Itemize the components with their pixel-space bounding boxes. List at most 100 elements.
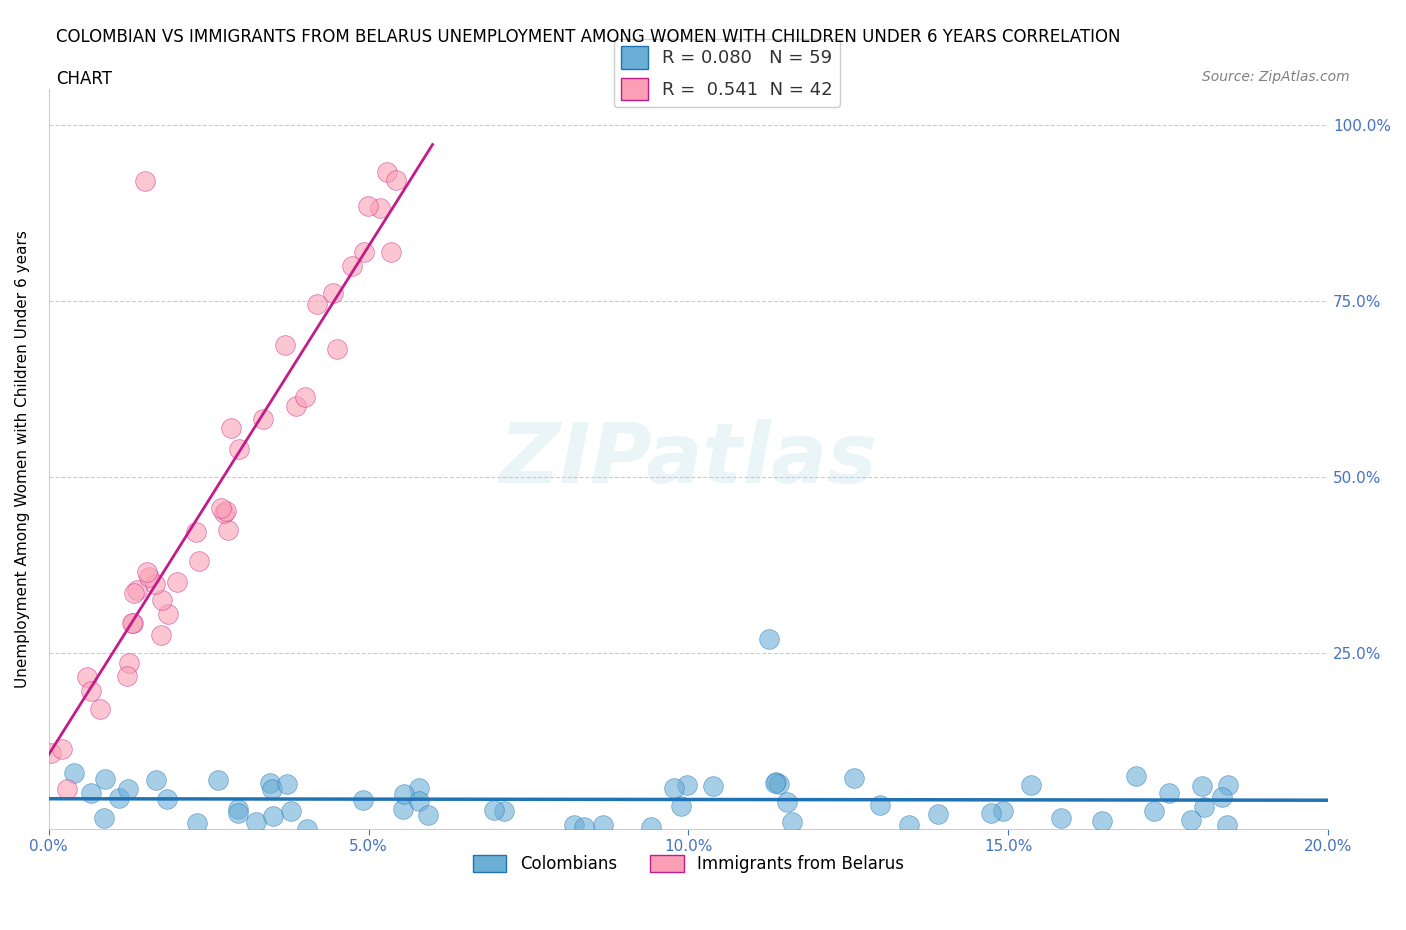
Point <box>408 780 430 795</box>
Point <box>118 655 141 670</box>
Point <box>294 390 316 405</box>
Point <box>1125 769 1147 784</box>
Point <box>380 245 402 259</box>
Point <box>51 741 73 756</box>
Point <box>127 582 149 597</box>
Point <box>325 342 347 357</box>
Point <box>184 525 207 539</box>
Point <box>1019 778 1042 793</box>
Point <box>357 199 380 214</box>
Point <box>115 669 138 684</box>
Point <box>94 771 117 786</box>
Point <box>842 770 865 785</box>
Point <box>122 586 145 601</box>
Point <box>138 569 160 584</box>
Point <box>228 805 250 820</box>
Point <box>79 786 101 801</box>
Point <box>135 565 157 579</box>
Point <box>370 201 392 216</box>
Point <box>186 816 208 830</box>
Point <box>1191 778 1213 793</box>
Point <box>62 765 84 780</box>
Point <box>285 398 308 413</box>
Text: Source: ZipAtlas.com: Source: ZipAtlas.com <box>1202 70 1350 84</box>
Point <box>640 819 662 834</box>
Point <box>384 172 406 187</box>
Point <box>1049 810 1071 825</box>
Point <box>145 772 167 787</box>
Point <box>416 807 439 822</box>
Point <box>662 780 685 795</box>
Point <box>1216 817 1239 832</box>
Text: COLOMBIAN VS IMMIGRANTS FROM BELARUS UNEMPLOYMENT AMONG WOMEN WITH CHILDREN UNDE: COLOMBIAN VS IMMIGRANTS FROM BELARUS UNE… <box>56 28 1121 46</box>
Point <box>134 174 156 189</box>
Point <box>219 421 242 436</box>
Point <box>991 804 1014 818</box>
Point <box>340 259 363 273</box>
Text: CHART: CHART <box>56 70 112 87</box>
Point <box>156 607 179 622</box>
Point <box>1090 814 1112 829</box>
Point <box>782 815 804 830</box>
Point <box>765 775 787 790</box>
Point <box>1211 790 1233 804</box>
Point <box>152 592 174 607</box>
Point <box>122 616 145 631</box>
Point <box>758 631 780 646</box>
Point <box>927 806 949 821</box>
Point <box>217 523 239 538</box>
Point <box>305 297 328 312</box>
Point <box>353 245 375 259</box>
Point <box>108 790 131 805</box>
Point <box>149 627 172 642</box>
Point <box>675 778 697 793</box>
Point <box>1143 804 1166 818</box>
Point <box>259 776 281 790</box>
Legend: Colombians, Immigrants from Belarus: Colombians, Immigrants from Belarus <box>467 848 911 880</box>
Point <box>80 684 103 698</box>
Point <box>252 411 274 426</box>
Point <box>93 811 115 826</box>
Point <box>572 820 595 835</box>
Point <box>482 803 505 817</box>
Point <box>143 577 166 591</box>
Point <box>1216 777 1239 792</box>
Point <box>207 773 229 788</box>
Point <box>121 616 143 631</box>
Point <box>392 786 415 801</box>
Point <box>702 778 724 793</box>
Point <box>39 746 62 761</box>
Point <box>262 808 284 823</box>
Point <box>295 821 318 836</box>
Point <box>209 500 232 515</box>
Point <box>377 165 399 179</box>
Point <box>669 798 692 813</box>
Point <box>562 817 585 832</box>
Point <box>117 781 139 796</box>
Point <box>1194 800 1216 815</box>
Point <box>492 804 515 818</box>
Point <box>276 777 298 791</box>
Point <box>898 817 921 832</box>
Point <box>765 776 787 790</box>
Point <box>322 286 344 300</box>
Point <box>391 802 413 817</box>
Point <box>408 793 430 808</box>
Point <box>228 802 250 817</box>
Point <box>274 338 297 352</box>
Point <box>214 504 236 519</box>
Point <box>592 817 614 832</box>
Point <box>280 804 302 818</box>
Point <box>156 792 179 807</box>
Point <box>228 441 250 456</box>
Point <box>1159 786 1181 801</box>
Point <box>56 781 79 796</box>
Point <box>166 574 188 589</box>
Point <box>245 815 267 830</box>
Point <box>260 781 283 796</box>
Point <box>89 701 111 716</box>
Point <box>869 797 891 812</box>
Point <box>76 670 98 684</box>
Point <box>776 795 799 810</box>
Point <box>352 792 374 807</box>
